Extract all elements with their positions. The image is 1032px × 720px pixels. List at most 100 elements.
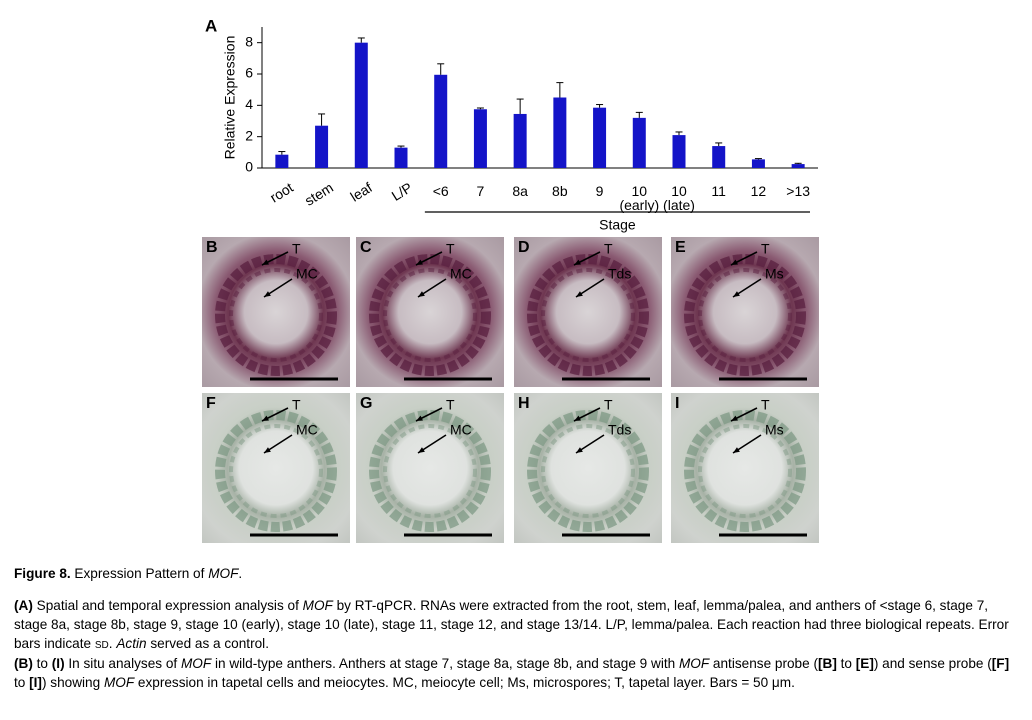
cell-label: T bbox=[292, 397, 301, 413]
cell-label: MC bbox=[450, 422, 472, 438]
arrow-head bbox=[733, 447, 740, 453]
bar bbox=[275, 154, 289, 168]
caption-run: to bbox=[14, 675, 30, 690]
arrow-head bbox=[418, 291, 425, 297]
cell-label: T bbox=[446, 397, 455, 413]
error-bar bbox=[437, 63, 445, 75]
caption-run: in wild-type anthers. Anthers at stage 7… bbox=[211, 656, 679, 671]
bar bbox=[593, 107, 607, 168]
y-tick-label: 0 bbox=[245, 159, 253, 175]
error-bar bbox=[318, 113, 326, 126]
micrograph: H T Tds bbox=[514, 393, 662, 543]
cell-label: T bbox=[446, 241, 455, 257]
arrow-head bbox=[731, 415, 738, 421]
x-tick-label: 8a bbox=[512, 183, 528, 199]
panel-letter: B bbox=[206, 239, 218, 256]
caption-run: antisense probe ( bbox=[709, 656, 818, 671]
error-bar bbox=[715, 142, 723, 147]
caption-run: (A) bbox=[14, 598, 33, 613]
caption-run: MOF bbox=[208, 566, 239, 581]
arrow-head bbox=[264, 447, 271, 453]
micrograph: G T MC bbox=[356, 393, 504, 543]
caption-run: Spatial and temporal expression analysis… bbox=[32, 598, 303, 613]
error-bar bbox=[357, 37, 365, 43]
bar bbox=[394, 147, 408, 168]
panel-overlay: C T MC bbox=[360, 239, 492, 381]
caption-run: MOF bbox=[302, 598, 333, 613]
arrow-head bbox=[262, 415, 269, 421]
x-tick-label: 9 bbox=[595, 183, 604, 199]
y-axis-label: Relative Expression bbox=[222, 36, 238, 160]
anther-ring bbox=[215, 254, 337, 376]
cell-label: Ms bbox=[765, 266, 784, 282]
panel-letter: G bbox=[360, 395, 372, 412]
y-tick-label: 2 bbox=[245, 127, 253, 143]
anther-ring bbox=[527, 410, 649, 532]
arrow-head bbox=[731, 259, 738, 265]
anther-ring-inner bbox=[229, 268, 323, 362]
caption-run: [I] bbox=[29, 675, 42, 690]
caption-run: MOF bbox=[180, 656, 212, 671]
caption-run: [E] bbox=[855, 656, 874, 671]
caption-run: . bbox=[238, 566, 243, 581]
arrow-head bbox=[418, 447, 425, 453]
y-tick-label: 6 bbox=[245, 65, 253, 81]
panel-letter: H bbox=[518, 395, 530, 412]
error-bar bbox=[556, 82, 564, 98]
bar bbox=[473, 109, 487, 168]
group-label: Stage bbox=[599, 217, 636, 233]
error-bar bbox=[794, 162, 802, 165]
y-tick-label: 4 bbox=[245, 96, 253, 112]
arrow-head bbox=[416, 415, 423, 421]
panel-letter: A bbox=[205, 16, 217, 35]
error-bar bbox=[476, 107, 484, 110]
anther-ring-inner bbox=[383, 424, 477, 518]
arrow-head bbox=[576, 291, 583, 297]
anther-ring bbox=[527, 254, 649, 376]
arrow-head bbox=[574, 415, 581, 421]
caption-title: Figure 8. Expression Pattern of MOF. bbox=[14, 564, 1019, 583]
bar bbox=[791, 164, 805, 168]
caption-run: ) and sense probe ( bbox=[873, 656, 992, 671]
caption-run: [B] bbox=[817, 656, 837, 671]
panel-overlay: D T Tds bbox=[518, 239, 650, 381]
x-tick-label: 11 bbox=[711, 183, 726, 199]
x-tick-label: >13 bbox=[786, 183, 811, 199]
anther-ring bbox=[684, 410, 806, 532]
caption-run: (I) bbox=[51, 656, 65, 671]
error-bar bbox=[397, 145, 405, 148]
micrograph: B T MC bbox=[202, 237, 350, 387]
caption-run: served as a control. bbox=[146, 636, 269, 651]
anther-ring-inner bbox=[698, 424, 792, 518]
caption-run: Actin bbox=[116, 636, 147, 651]
micrograph: E T Ms bbox=[671, 237, 819, 387]
bar bbox=[553, 97, 567, 168]
bar bbox=[434, 74, 448, 168]
cell-label: Tds bbox=[608, 266, 631, 282]
x-tick-label: 10 (late) bbox=[663, 183, 695, 213]
bar bbox=[315, 125, 329, 168]
micrograph: D T Tds bbox=[514, 237, 662, 387]
error-bar bbox=[675, 131, 683, 136]
cell-label: T bbox=[292, 241, 301, 257]
anther-ring bbox=[684, 254, 806, 376]
caption-para-a: (A) Spatial and temporal expression anal… bbox=[14, 596, 1019, 655]
panel-overlay: H T Tds bbox=[518, 395, 650, 537]
anther-ring-inner bbox=[229, 424, 323, 518]
cell-label: T bbox=[604, 397, 613, 413]
caption-run: In situ analyses of bbox=[64, 656, 181, 671]
error-bar bbox=[516, 98, 524, 114]
bar bbox=[354, 42, 368, 168]
arrow-head bbox=[262, 259, 269, 265]
arrow-head bbox=[576, 447, 583, 453]
caption-run: MOF bbox=[103, 675, 135, 690]
caption-run: to bbox=[32, 656, 52, 671]
panel-overlay: B T MC bbox=[206, 239, 338, 381]
caption-run: Figure 8. bbox=[14, 566, 71, 581]
cell-label: MC bbox=[296, 422, 318, 438]
panel-letter: D bbox=[518, 239, 530, 256]
panel-letter: C bbox=[360, 239, 372, 256]
arrow-head bbox=[264, 291, 271, 297]
anther-ring bbox=[369, 410, 491, 532]
caption-run: to bbox=[836, 656, 856, 671]
